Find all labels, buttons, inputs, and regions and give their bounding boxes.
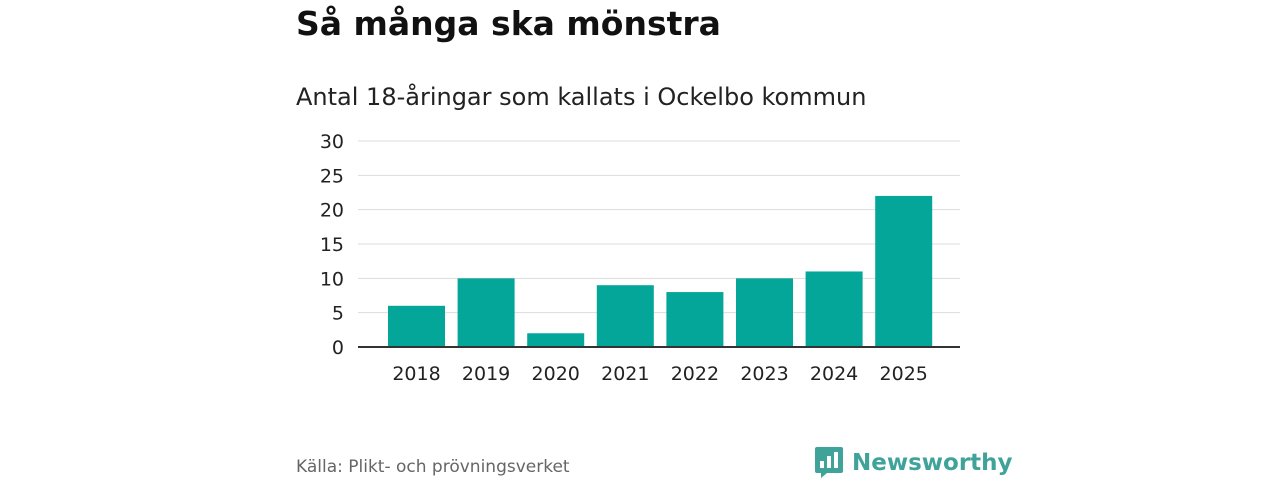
y-tick-label: 0 <box>332 337 344 359</box>
bar-2021 <box>596 285 654 347</box>
bar-2018 <box>388 305 445 347</box>
x-axis-tick-labels: 2018 2019 2020 2021 2022 2023 2024 2025 <box>392 363 928 385</box>
y-axis-tick-labels: 0 5 10 15 20 25 30 <box>320 131 344 359</box>
source-note: Källa: Plikt- och prövningsverket <box>296 457 570 477</box>
bar-2024 <box>805 271 863 347</box>
y-tick-label: 30 <box>320 131 344 153</box>
brand-logo-link[interactable]: Newsworthy <box>815 446 1013 480</box>
bar-2020 <box>527 333 585 347</box>
y-tick-label: 5 <box>332 303 344 325</box>
bar-2019 <box>457 278 515 347</box>
gridlines <box>358 140 960 314</box>
chart-title: Så många ska mönstra <box>296 4 721 43</box>
x-tick-label: 2020 <box>532 363 580 385</box>
y-tick-label: 20 <box>320 200 344 222</box>
x-tick-label: 2021 <box>601 363 649 385</box>
y-tick-label: 10 <box>320 268 344 290</box>
bar-chart-speech-icon <box>815 447 843 478</box>
x-tick-label: 2024 <box>810 363 858 385</box>
brand-name: Newsworthy <box>852 450 1013 476</box>
x-tick-label: 2018 <box>392 363 440 385</box>
bar-2025 <box>875 195 933 347</box>
x-tick-label: 2023 <box>740 363 788 385</box>
chart-subtitle: Antal 18-åringar som kallats i Ockelbo k… <box>296 83 867 111</box>
bar-2023 <box>736 278 793 347</box>
x-tick-label: 2022 <box>671 363 719 385</box>
bar-2022 <box>666 292 724 347</box>
bars <box>388 195 933 347</box>
x-tick-label: 2025 <box>880 363 928 385</box>
y-tick-label: 25 <box>320 165 344 187</box>
x-tick-label: 2019 <box>462 363 510 385</box>
y-tick-label: 15 <box>320 234 344 256</box>
